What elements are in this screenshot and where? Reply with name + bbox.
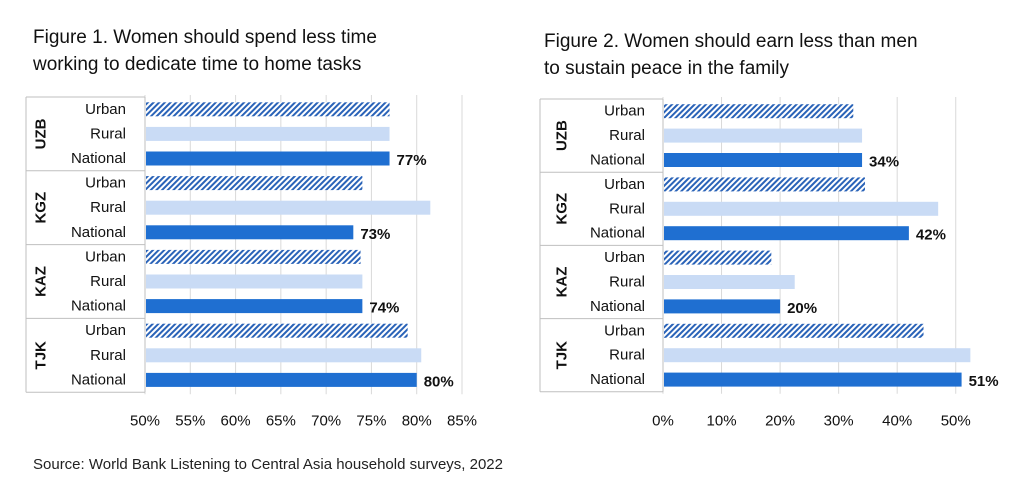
category-label: Rural — [609, 200, 645, 217]
bar-kgz-rural — [146, 200, 431, 215]
data-label: 74% — [369, 300, 399, 317]
bar-uzb-urban — [664, 104, 854, 119]
bar-tjk-urban — [664, 323, 924, 338]
x-tick-label: 55% — [175, 413, 205, 430]
bar-kgz-rural — [664, 201, 939, 216]
chart-2: UZB Urban Rural National 34% KGZ Urban Rural Nat… — [539, 97, 999, 430]
bar-kaz-national — [664, 299, 781, 314]
x-tick-label: 30% — [824, 413, 854, 430]
category-label: National — [71, 298, 126, 315]
x-tick-label: 10% — [707, 413, 737, 430]
category-label: Urban — [604, 103, 645, 120]
category-label: National — [71, 371, 126, 388]
category-label: National — [590, 152, 645, 169]
category-label: Rural — [609, 347, 645, 364]
category-label: National — [590, 225, 645, 242]
category-label: National — [71, 150, 126, 167]
category-label: Rural — [90, 125, 126, 142]
bar-uzb-rural — [146, 126, 390, 141]
category-label: Urban — [85, 101, 126, 118]
chart-1: UZB Urban Rural National 77% KGZ Urban Rural Nat… — [25, 95, 477, 430]
bar-kgz-urban — [146, 176, 363, 191]
chart-1-title-line-2: working to dedicate time to home tasks — [33, 54, 362, 75]
group-label-tjk: TJK — [33, 341, 50, 370]
bar-tjk-rural — [664, 348, 971, 363]
bar-kaz-urban — [146, 249, 361, 264]
bar-kaz-rural — [146, 274, 363, 289]
group-label-kaz: KAZ — [33, 266, 50, 297]
x-tick-label: 60% — [221, 413, 251, 430]
bar-uzb-national — [664, 153, 863, 167]
chart-2-title-line-2: to sustain peace in the family — [544, 58, 790, 79]
x-tick-label: 70% — [311, 413, 341, 430]
x-tick-label: 40% — [882, 413, 912, 430]
group-label-kgz: KGZ — [554, 193, 571, 225]
chart-1-title-line-1: Figure 1. Women should spend less time — [33, 27, 377, 48]
category-label: Urban — [85, 175, 126, 192]
bar-uzb-rural — [664, 128, 863, 143]
category-label: National — [590, 371, 645, 388]
x-tick-label: 20% — [765, 413, 795, 430]
bar-uzb-national — [146, 151, 390, 166]
bar-kgz-national — [664, 226, 909, 241]
category-label: Rural — [609, 127, 645, 144]
x-tick-label: 80% — [402, 413, 432, 430]
group-label-tjk: TJK — [554, 341, 571, 370]
group-label-uzb: UZB — [554, 120, 571, 151]
data-label: 51% — [969, 373, 999, 390]
bar-tjk-national — [146, 372, 417, 387]
bar-uzb-urban — [146, 102, 390, 117]
bar-tjk-national — [664, 372, 962, 387]
category-label: Urban — [604, 176, 645, 193]
x-tick-label: 50% — [130, 413, 160, 430]
x-tick-label: 0% — [652, 413, 674, 430]
x-tick-label: 50% — [941, 413, 971, 430]
data-label: 77% — [397, 152, 427, 169]
source-note: Source: World Bank Listening to Central … — [33, 456, 503, 473]
chart-2-title-line-1: Figure 2. Women should earn less than me… — [544, 31, 918, 52]
bar-kaz-national — [146, 299, 363, 314]
bar-kaz-urban — [664, 250, 772, 265]
category-label: Rural — [90, 273, 126, 290]
category-label: Rural — [90, 199, 126, 216]
category-label: Urban — [604, 322, 645, 339]
data-label: 20% — [787, 300, 817, 317]
x-tick-label: 75% — [356, 413, 386, 430]
x-tick-label: 85% — [447, 413, 477, 430]
bar-kaz-rural — [664, 275, 795, 289]
category-label: Urban — [604, 249, 645, 266]
group-label-uzb: UZB — [33, 118, 50, 149]
bar-tjk-urban — [146, 323, 408, 338]
bar-tjk-rural — [146, 348, 422, 363]
data-label: 42% — [916, 227, 946, 244]
data-label: 34% — [869, 154, 899, 171]
x-tick-label: 65% — [266, 413, 296, 430]
group-label-kaz: KAZ — [554, 267, 571, 298]
category-label: Rural — [609, 274, 645, 291]
category-label: National — [590, 298, 645, 315]
data-label: 80% — [424, 373, 454, 390]
group-label-kgz: KGZ — [33, 192, 50, 224]
category-label: Rural — [90, 347, 126, 364]
category-label: Urban — [85, 248, 126, 265]
category-label: National — [71, 224, 126, 241]
bar-kgz-national — [146, 225, 354, 240]
data-label: 73% — [360, 226, 390, 243]
category-label: Urban — [85, 322, 126, 339]
bar-kgz-urban — [664, 177, 865, 192]
